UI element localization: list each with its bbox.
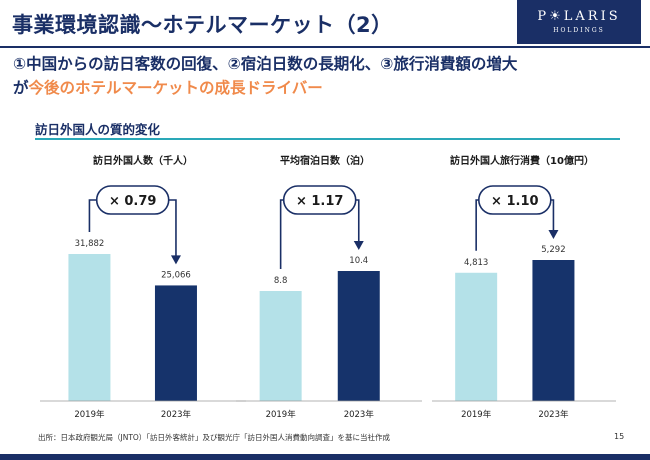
logo-sub: HOLDINGS bbox=[553, 27, 605, 34]
logo-brand: P☀LARIS bbox=[537, 9, 621, 24]
chart-title-visitors: 訪日外国人数（千人） bbox=[93, 156, 193, 167]
category-label-spending-0: 2019年 bbox=[461, 409, 492, 420]
headline-line-2: が今後のホテルマーケットの成長ドライバー bbox=[13, 76, 323, 98]
page-number: 15 bbox=[614, 432, 625, 441]
ratio-label-visitors: × 0.79 bbox=[109, 194, 157, 209]
arrow-line-left-visitors bbox=[88, 199, 97, 232]
data-label-visitors-0: 31,882 bbox=[75, 239, 105, 249]
ratio-label-nights: × 1.17 bbox=[296, 194, 344, 209]
bottom-bar bbox=[0, 454, 650, 460]
category-label-nights-1: 2023年 bbox=[344, 409, 375, 420]
chart-title-spending: 訪日外国人旅行消費（10億円） bbox=[450, 156, 594, 167]
arrow-line-right-nights bbox=[355, 199, 360, 243]
company-logo: P☀LARIS HOLDINGS bbox=[517, 0, 641, 44]
headline-accent: 今後のホテルマーケットの成長ドライバー bbox=[28, 79, 323, 97]
data-label-nights-0: 8.8 bbox=[274, 276, 288, 286]
source-note: 出所：日本政府観光局（JNTO）「訪日外客統計」及び観光庁「訪日外国人消費動向調… bbox=[38, 433, 391, 442]
chart-title-nights: 平均宿泊日数（泊） bbox=[280, 156, 370, 167]
category-label-nights-0: 2019年 bbox=[266, 409, 297, 420]
section-label: 訪日外国人の質的変化 bbox=[35, 122, 161, 137]
data-label-spending-1: 5,292 bbox=[541, 245, 565, 255]
ratio-label-spending: × 1.10 bbox=[491, 194, 539, 209]
arrow-line-right-visitors bbox=[168, 199, 177, 258]
arrow-head-visitors bbox=[170, 255, 181, 265]
bar-spending-2023 bbox=[532, 260, 575, 401]
title-divider bbox=[0, 46, 650, 48]
bar-nights-2019 bbox=[259, 291, 302, 401]
category-label-spending-1: 2023年 bbox=[538, 409, 569, 420]
data-label-nights-1: 10.4 bbox=[349, 256, 368, 266]
category-label-visitors-1: 2023年 bbox=[161, 409, 192, 420]
bar-visitors-2019 bbox=[68, 254, 111, 401]
bar-visitors-2023 bbox=[154, 285, 197, 401]
bar-spending-2019 bbox=[455, 272, 498, 401]
data-label-spending-0: 4,813 bbox=[464, 258, 488, 268]
arrow-line-left-nights bbox=[279, 199, 284, 269]
headline-line-1: ①中国からの訪日客数の回復、②宿泊日数の長期化、③旅行消費額の増大 bbox=[13, 55, 518, 73]
page-title: 事業環境認識～ホテルマーケット（2） bbox=[12, 13, 393, 37]
category-label-visitors-0: 2019年 bbox=[74, 409, 105, 420]
arrow-head-spending bbox=[548, 230, 559, 239]
section-divider bbox=[35, 138, 620, 140]
arrow-line-left-spending bbox=[475, 199, 479, 251]
bar-nights-2023 bbox=[337, 271, 380, 401]
data-label-visitors-1: 25,066 bbox=[161, 270, 191, 280]
headline-prefix: が bbox=[13, 79, 29, 97]
arrow-line-right-spending bbox=[550, 199, 555, 232]
arrow-head-nights bbox=[353, 241, 364, 250]
